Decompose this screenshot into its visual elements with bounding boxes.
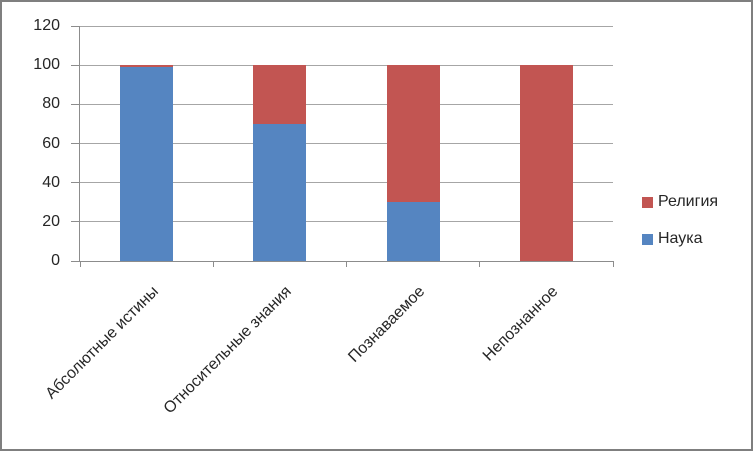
y-axis-tick-label: 120	[33, 17, 60, 34]
x-axis-tick	[346, 261, 347, 267]
y-axis-tick	[71, 64, 79, 66]
y-axis-tick-label: 40	[42, 173, 60, 191]
category-label: Относительные знания	[160, 283, 295, 418]
bar-segment-наука	[253, 123, 307, 261]
y-axis-tick	[71, 260, 79, 262]
legend-item: Религия	[642, 192, 718, 212]
bar-segment-религия	[120, 65, 174, 68]
y-axis-tick	[71, 25, 79, 27]
category-label: Непознанное	[479, 283, 562, 365]
bar-4	[519, 26, 573, 261]
y-axis-tick	[71, 221, 79, 223]
legend: Религия Наука	[642, 192, 718, 266]
bar-1	[120, 26, 174, 261]
x-axis-tick	[479, 261, 481, 267]
gridline	[80, 143, 613, 144]
gridline	[80, 103, 613, 105]
category-label: Познаваемое	[345, 283, 429, 366]
y-axis-tick-label: 20	[42, 212, 60, 230]
legend-swatch-наука	[642, 233, 653, 245]
bar-segment-религия	[253, 65, 307, 124]
y-axis-tick-label: 100	[33, 56, 60, 74]
y-axis-tick-label: 0	[51, 252, 60, 269]
y-axis-tick-label: 60	[42, 134, 60, 152]
legend-label: Наука	[658, 230, 703, 247]
plot-area	[71, 25, 614, 267]
y-axis-tick	[71, 182, 79, 184]
gridline	[80, 221, 613, 223]
bar-segment-религия	[386, 65, 440, 203]
legend-label: Религия	[658, 193, 719, 210]
y-axis-tick-label: 80	[42, 95, 60, 113]
category-label: Абсолютные истины	[42, 283, 162, 403]
gridline	[80, 25, 613, 27]
x-axis-tick	[79, 261, 81, 267]
bar-segment-наука	[120, 67, 174, 261]
y-axis-tick	[71, 103, 79, 105]
legend-item: Наука	[642, 229, 718, 249]
bar-3	[386, 26, 440, 261]
y-axis-tick	[71, 143, 79, 144]
x-axis-tick	[612, 261, 614, 267]
gridline	[80, 182, 613, 184]
bar-segment-наука	[386, 202, 440, 261]
legend-swatch-религия	[642, 196, 653, 208]
gridline	[80, 64, 613, 66]
bar-segment-религия	[519, 65, 573, 261]
bar-2	[253, 26, 307, 261]
x-axis-tick	[212, 261, 214, 267]
